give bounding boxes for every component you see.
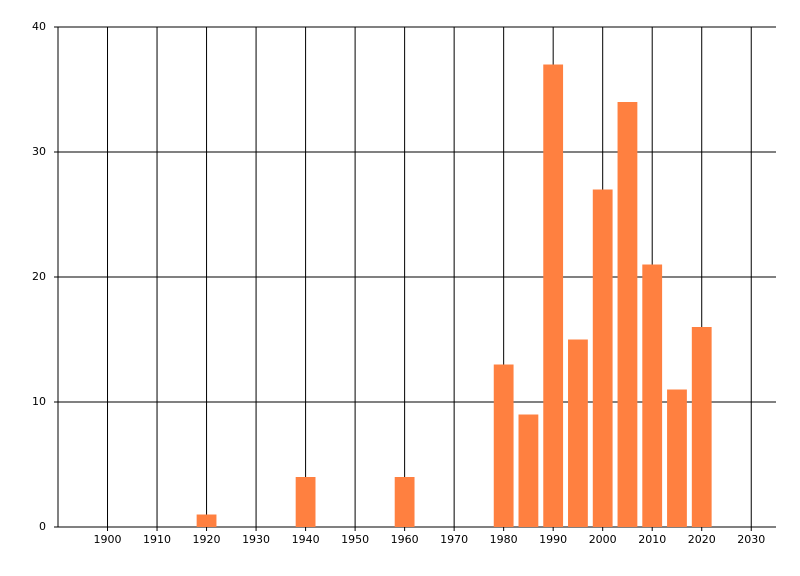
x-tick-label: 2020: [688, 533, 716, 546]
x-tick-label: 1990: [539, 533, 567, 546]
x-tick-label: 2010: [638, 533, 666, 546]
bar: [543, 64, 564, 527]
x-tick-label: 1900: [94, 533, 122, 546]
x-tick-label: 2000: [589, 533, 617, 546]
bar: [667, 389, 687, 527]
y-tick-label: 40: [32, 20, 46, 33]
x-tick-label: 1980: [490, 533, 518, 546]
bar: [617, 102, 638, 527]
y-tick-label: 10: [32, 395, 46, 408]
y-tick-label: 30: [32, 145, 46, 158]
bar: [592, 189, 613, 527]
y-tick-label: 0: [39, 520, 46, 533]
x-tick-label: 1910: [143, 533, 171, 546]
y-tick-label: 20: [32, 270, 46, 283]
bar: [642, 264, 663, 527]
x-tick-label: 1950: [341, 533, 369, 546]
bar: [196, 514, 217, 527]
bar: [295, 477, 316, 527]
bar: [493, 364, 514, 527]
bar: [518, 414, 539, 527]
x-tick-label: 2030: [737, 533, 765, 546]
x-tick-label: 1960: [391, 533, 419, 546]
x-tick-label: 1930: [242, 533, 270, 546]
x-tick-label: 1920: [193, 533, 221, 546]
x-tick-label: 1970: [440, 533, 468, 546]
x-tick-label: 1940: [292, 533, 320, 546]
bar: [394, 477, 415, 527]
bar: [691, 327, 712, 527]
bar: [568, 339, 588, 527]
